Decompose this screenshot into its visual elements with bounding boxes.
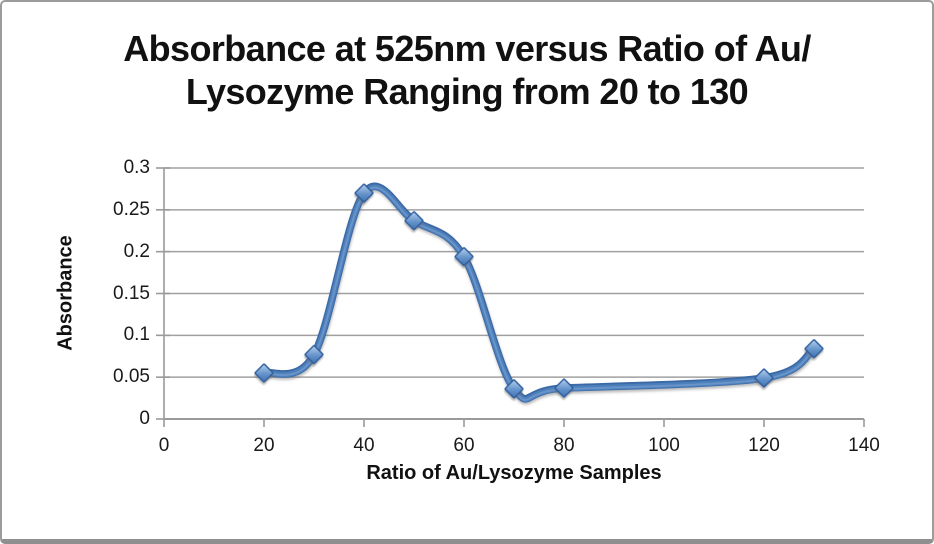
data-point-marker — [554, 378, 574, 398]
y-tick-label: 0.25 — [113, 198, 150, 220]
data-point-marker — [354, 183, 374, 203]
x-tick-label: 40 — [353, 435, 375, 456]
x-tick-label: 20 — [253, 435, 275, 456]
chart-title: Absorbance at 525nm versus Ratio of Au/ … — [2, 27, 932, 113]
data-point-marker — [454, 247, 474, 267]
x-tick-label: 140 — [848, 435, 880, 456]
data-point-marker — [304, 345, 324, 365]
x-axis-title: Ratio of Au/Lysozyme Samples — [366, 462, 662, 484]
y-tick-label: 0.3 — [123, 157, 150, 178]
series-line-highlight — [263, 186, 815, 401]
x-tick-label: 0 — [158, 435, 170, 456]
data-point-marker — [504, 379, 524, 399]
x-tick-label: 60 — [453, 435, 475, 456]
data-point-marker — [404, 211, 424, 231]
chart-title-line2: Lysozyme Ranging from 20 to 130 — [185, 71, 749, 112]
data-point-marker — [254, 363, 274, 383]
y-tick-label: 0 — [139, 408, 150, 429]
x-tick-label: 80 — [553, 435, 575, 456]
series-line — [260, 182, 818, 403]
data-point-marker — [804, 339, 824, 359]
chart-title-line1: Absorbance at 525nm versus Ratio of Au/ — [123, 28, 811, 69]
y-tick-label: 0.1 — [123, 324, 150, 346]
y-tick-label: 0.05 — [113, 366, 150, 388]
y-tick-label: 0.15 — [113, 282, 150, 304]
x-tick-label: 100 — [648, 435, 680, 456]
data-point-marker — [754, 368, 774, 388]
x-tick-label: 120 — [748, 435, 780, 456]
y-tick-label: 0.2 — [123, 240, 150, 262]
